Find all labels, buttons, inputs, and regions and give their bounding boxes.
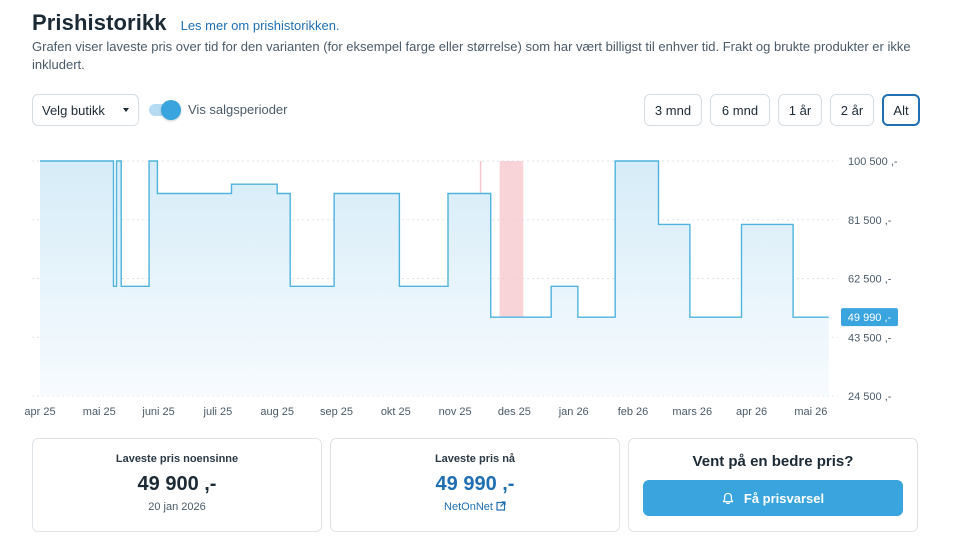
price-line <box>40 160 829 318</box>
x-tick-label: sep 25 <box>320 406 353 418</box>
lowest-ever-date: 20 jan 2026 <box>148 501 206 513</box>
lowest-now-value: 49 990 ,- <box>435 473 515 495</box>
x-tick-label: mai 26 <box>794 406 827 418</box>
current-price-label: 49 990 ,- <box>848 312 892 324</box>
lowest-ever-value: 49 900 ,- <box>137 473 217 495</box>
x-tick-label: mai 25 <box>83 406 116 418</box>
store-link[interactable]: NetOnNet <box>331 501 619 513</box>
lowest-ever-card: Laveste pris noensinne 49 900 ,- 20 jan … <box>32 438 322 532</box>
price-alert-button[interactable]: Få prisvarsel <box>643 480 903 516</box>
lowest-now-label: Laveste pris nå <box>434 453 516 465</box>
lowest-now-card: Laveste pris nå 49 990 ,- NetOnNet <box>330 438 620 532</box>
range-all-button[interactable]: Alt <box>882 94 920 126</box>
header: Prishistorikk Les mer om prishistorikken… <box>32 10 340 36</box>
chevron-down-icon <box>123 108 129 112</box>
x-tick-label: jan 26 <box>558 406 589 418</box>
price-summary-cards: Laveste pris noensinne 49 900 ,- 20 jan … <box>32 438 918 532</box>
external-link-icon <box>496 501 506 511</box>
chart-controls: Velg butikk Vis salgsperioder 3 mnd 6 mn… <box>32 94 920 126</box>
x-tick-label: juni 25 <box>141 406 174 418</box>
current-price-badge <box>841 308 898 327</box>
price-history-chart: 100 500 ,- 81 500 ,- 62 500 ,- 43 500 ,- 24 … <box>24 156 898 418</box>
x-tick-label: juli 25 <box>203 406 233 418</box>
y-tick-label: 100 500 ,- <box>848 156 898 168</box>
price-area <box>40 161 829 396</box>
toggle-knob <box>161 100 181 120</box>
range-6m-button[interactable]: 6 mnd <box>710 94 770 126</box>
y-tick-label: 62 500 ,- <box>848 274 892 286</box>
x-tick-label: mars 26 <box>672 406 712 418</box>
chart-description: Grafen viser laveste pris over tid for d… <box>32 39 911 72</box>
range-2y-button[interactable]: 2 år <box>830 94 874 126</box>
sales-periods-toggle[interactable] <box>149 100 181 120</box>
x-tick-label: apr 26 <box>736 406 767 418</box>
price-alert-title: Vent på en bedre pris? <box>692 453 854 470</box>
range-buttons: 3 mnd 6 mnd 1 år 2 år Alt <box>644 94 920 126</box>
store-name: NetOnNet <box>444 501 493 513</box>
y-tick-label: 81 500 ,- <box>848 215 892 227</box>
x-tick-label: feb 26 <box>618 406 649 418</box>
y-tick-label: 24 500 ,- <box>848 391 892 403</box>
x-tick-label: des 25 <box>498 406 531 418</box>
learn-more-link[interactable]: Les mer om prishistorikken. <box>180 18 340 33</box>
range-3m-button[interactable]: 3 mnd <box>644 94 702 126</box>
page-title: Prishistorikk <box>32 10 167 35</box>
x-tick-label: aug 25 <box>260 406 294 418</box>
lowest-ever-label: Laveste pris noensinne <box>115 453 239 465</box>
y-tick-label: 43 500 ,- <box>848 332 892 344</box>
sales-periods-label: Vis salgsperioder <box>188 102 288 117</box>
x-tick-label: okt 25 <box>381 406 411 418</box>
price-alert-card: Vent på en bedre pris? Få prisvarsel <box>628 438 918 532</box>
price-alert-button-label: Få prisvarsel <box>743 490 825 506</box>
store-select-label: Velg butikk <box>42 102 105 118</box>
x-tick-label: nov 25 <box>439 406 472 418</box>
range-1y-button[interactable]: 1 år <box>778 94 822 126</box>
bell-icon <box>722 492 734 504</box>
x-tick-label: apr 25 <box>24 406 55 418</box>
store-select[interactable]: Velg butikk <box>32 94 139 126</box>
